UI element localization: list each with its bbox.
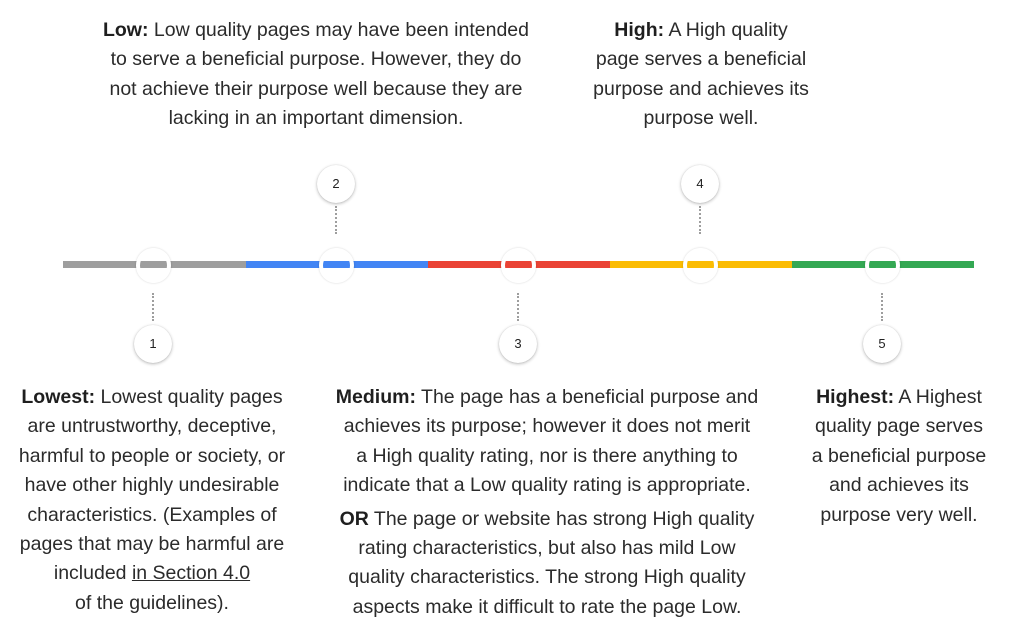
medium-line: The page or website has strong High qual… <box>368 507 755 530</box>
connector-3 <box>517 293 519 321</box>
highest-line: and achieves its <box>829 474 969 497</box>
highest-line: quality page serves <box>814 415 984 438</box>
low-title: Low: <box>102 19 149 41</box>
lowest-line: included <box>53 562 132 585</box>
high-line: purpose well. <box>643 107 759 130</box>
lowest-line: are untrustworthy, deceptive, <box>27 415 277 438</box>
lowest-description: Lowest: Lowest quality pages are untrust… <box>0 383 304 618</box>
high-description: High: A High quality page serves a benef… <box>566 16 836 134</box>
highest-line: a beneficial purpose <box>811 444 987 467</box>
lowest-line: have other highly undesirable <box>24 474 280 497</box>
highest-line: A Highest <box>894 386 982 408</box>
medium-title: Medium: <box>335 386 416 408</box>
high-line: A High quality <box>664 19 788 41</box>
lowest-line: pages that may be harmful are <box>19 533 285 556</box>
level-badge-1: 1 <box>134 325 172 363</box>
lowest-line: harmful to people or society, or <box>18 444 286 467</box>
lowest-line: of the guidelines). <box>75 591 229 614</box>
medium-line: quality characteristics. The strong High… <box>348 566 746 589</box>
level-badge-4: 4 <box>681 165 719 203</box>
level-badge-2: 2 <box>317 165 355 203</box>
level-badge-5: 5 <box>863 325 901 363</box>
lowest-line: characteristics. (Examples of <box>27 503 277 526</box>
highest-line: purpose very well. <box>820 503 978 526</box>
scale-node-1 <box>136 248 171 283</box>
medium-description: Medium: The page has a beneficial purpos… <box>312 383 782 622</box>
medium-line: a High quality rating, nor is there anyt… <box>356 444 738 467</box>
section-4-link[interactable]: in Section 4.0 <box>131 562 251 585</box>
scale-node-2 <box>319 248 354 283</box>
low-line: not achieve their purpose well because t… <box>109 77 523 100</box>
connector-5 <box>881 293 883 321</box>
medium-line: achieves its purpose; however it does no… <box>343 415 751 438</box>
highest-title: Highest: <box>816 386 895 408</box>
connector-1 <box>152 293 154 321</box>
medium-or-title: OR <box>339 507 369 530</box>
low-line: Low quality pages may have been intended <box>148 19 529 41</box>
low-description: Low: Low quality pages may have been int… <box>74 16 558 134</box>
low-line: lacking in an important dimension. <box>168 107 464 130</box>
high-title: High: <box>614 19 665 41</box>
scale-node-3 <box>501 248 536 283</box>
lowest-line: Lowest quality pages <box>95 386 283 408</box>
low-line: to serve a beneficial purpose. However, … <box>110 48 522 71</box>
highest-description: Highest: A Highest quality page serves a… <box>786 383 1012 530</box>
connector-2 <box>335 206 337 234</box>
medium-line: indicate that a Low quality rating is ap… <box>343 474 751 497</box>
high-line: page serves a beneficial <box>595 48 807 71</box>
level-badge-3: 3 <box>499 325 537 363</box>
high-line: purpose and achieves its <box>593 77 809 100</box>
medium-line: aspects make it difficult to rate the pa… <box>352 595 742 618</box>
scale-node-4 <box>683 248 718 283</box>
lowest-title: Lowest: <box>21 386 96 408</box>
scale-node-5 <box>865 248 900 283</box>
medium-line: rating characteristics, but also has mil… <box>358 537 736 560</box>
medium-line: The page has a beneficial purpose and <box>415 386 759 408</box>
connector-4 <box>699 206 701 234</box>
